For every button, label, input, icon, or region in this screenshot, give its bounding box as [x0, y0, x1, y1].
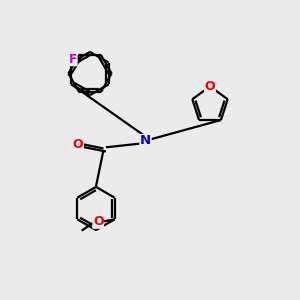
Text: O: O	[93, 215, 104, 228]
Text: F: F	[68, 52, 77, 66]
Text: N: N	[140, 134, 151, 148]
Text: O: O	[73, 137, 83, 151]
Text: O: O	[205, 80, 215, 93]
